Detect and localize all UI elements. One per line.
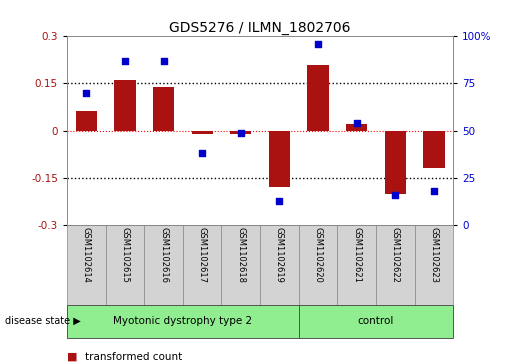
Point [430,188,438,194]
Text: GSM1102617: GSM1102617 [198,228,207,284]
Text: GSM1102619: GSM1102619 [275,228,284,284]
Point [82,90,91,96]
Point [391,192,400,198]
Text: disease state ▶: disease state ▶ [5,316,81,326]
Text: Myotonic dystrophy type 2: Myotonic dystrophy type 2 [113,316,252,326]
Bar [221,225,260,305]
Text: GSM1102616: GSM1102616 [159,228,168,284]
Bar [183,225,221,305]
Bar [153,87,174,131]
Title: GDS5276 / ILMN_1802706: GDS5276 / ILMN_1802706 [169,21,351,35]
Bar [144,225,183,305]
Bar [423,131,444,168]
Text: GSM1102614: GSM1102614 [82,228,91,284]
Bar [67,225,106,305]
Text: GSM1102621: GSM1102621 [352,228,361,284]
Bar [415,225,453,305]
Bar [346,125,367,131]
Bar [67,305,299,338]
Text: transformed count: transformed count [85,352,182,362]
Bar [269,131,290,187]
Point [159,58,167,64]
Bar [114,80,135,131]
Bar [385,131,406,193]
Bar [376,225,415,305]
Text: control: control [358,316,394,326]
Bar [76,111,97,131]
Bar [260,225,299,305]
Bar [337,225,376,305]
Bar [230,131,251,134]
Text: GSM1102622: GSM1102622 [391,228,400,284]
Text: GSM1102620: GSM1102620 [314,228,322,284]
Bar [299,225,337,305]
Point [352,120,360,126]
Bar [192,131,213,134]
Bar [106,225,144,305]
Text: GSM1102618: GSM1102618 [236,228,245,284]
Text: ■: ■ [67,352,77,362]
Point [198,150,206,156]
Text: GSM1102615: GSM1102615 [121,228,129,284]
Point [314,41,322,47]
Bar [307,65,329,131]
Text: GSM1102623: GSM1102623 [430,228,438,284]
Point [275,197,283,203]
Point [121,58,129,64]
Bar [299,305,453,338]
Point [236,130,245,135]
